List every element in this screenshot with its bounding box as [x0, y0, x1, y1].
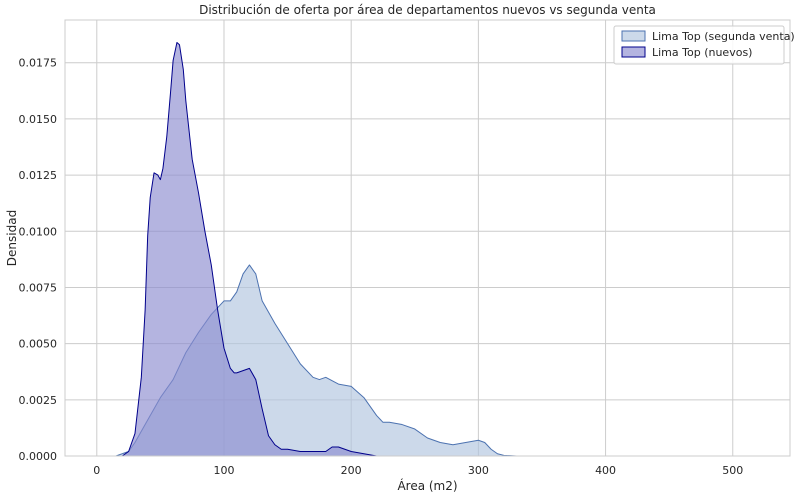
x-tick-label: 300: [468, 464, 489, 477]
y-tick-label: 0.0075: [19, 281, 58, 294]
x-tick-label: 100: [213, 464, 234, 477]
x-tick-label: 400: [595, 464, 616, 477]
x-tick-label: 500: [722, 464, 743, 477]
y-tick-label: 0.0150: [19, 113, 58, 126]
legend-box: [613, 25, 785, 65]
x-axis-label: Área (m2): [397, 478, 457, 493]
x-tick-label: 0: [93, 464, 100, 477]
series-layer: [115, 41, 517, 457]
y-tick-label: 0.0025: [19, 394, 58, 407]
y-tick-label: 0.0100: [19, 225, 58, 238]
density-area-nuevos-line: [121, 41, 377, 457]
y-tick-label: 0.0175: [19, 57, 58, 70]
chart-title: Distribución de oferta por área de depar…: [199, 3, 656, 17]
y-axis-label: Densidad: [5, 210, 19, 266]
legend-swatch-segunda-venta: [621, 30, 646, 42]
y-tick-label: 0.0050: [19, 338, 58, 351]
y-tick-label: 0.0000: [19, 450, 58, 463]
legend-swatch-nuevos: [621, 46, 646, 58]
tick-labels: 0 100 200 300 400 500 0.0000 0.0025 0.0050 0.0075…: [19, 57, 744, 477]
density-area-nuevos-fill: [122, 42, 377, 456]
legend-label-nuevos: Lima Top (nuevos): [652, 46, 752, 59]
x-tick-label: 200: [341, 464, 362, 477]
y-tick-label: 0.0125: [19, 169, 58, 182]
legend: Lima Top (segunda venta) Lima Top (nuevo…: [613, 25, 795, 65]
plot-frame: [64, 19, 791, 457]
legend-label-segunda-venta: Lima Top (segunda venta): [652, 30, 795, 43]
